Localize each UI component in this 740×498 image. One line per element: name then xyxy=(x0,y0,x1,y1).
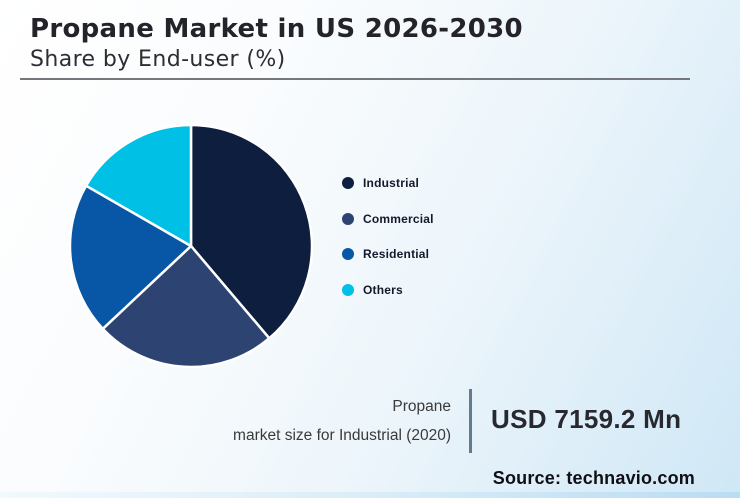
callout-label: Propane market size for Industrial (2020… xyxy=(161,392,451,450)
callout-value: USD 7159.2 Mn xyxy=(491,404,682,434)
legend-item-industrial: Industrial xyxy=(342,165,434,201)
legend-label: Commercial xyxy=(363,211,434,226)
legend-dot-icon xyxy=(342,283,354,296)
legend-label: Others xyxy=(363,282,403,297)
callout-label-line1: Propane xyxy=(392,398,451,415)
legend: Industrial Commercial Residential Others xyxy=(342,165,434,308)
page-subtitle: Share by End-user (%) xyxy=(30,47,286,72)
pie-slice-residential xyxy=(68,184,193,331)
legend-item-residential: Residential xyxy=(342,236,434,272)
legend-label: Industrial xyxy=(363,175,420,190)
header-divider xyxy=(20,78,690,80)
legend-item-commercial: Commercial xyxy=(342,201,434,237)
legend-dot-icon xyxy=(342,176,354,189)
callout-label-line2: market size for Industrial (2020) xyxy=(233,427,451,444)
pie-slice-others xyxy=(84,123,193,248)
legend-item-others: Others xyxy=(342,272,434,308)
callout-divider xyxy=(469,389,472,453)
legend-label: Residential xyxy=(363,247,430,262)
pie-slice-industrial xyxy=(189,123,314,340)
pie-slice-commercial xyxy=(101,244,271,369)
pie-chart xyxy=(68,123,314,369)
legend-dot-icon xyxy=(342,248,354,261)
source-attribution: Source: technavio.com xyxy=(492,468,695,488)
legend-dot-icon xyxy=(342,212,354,225)
bottom-strip xyxy=(0,492,740,498)
page-title: Propane Market in US 2026-2030 xyxy=(30,14,523,44)
